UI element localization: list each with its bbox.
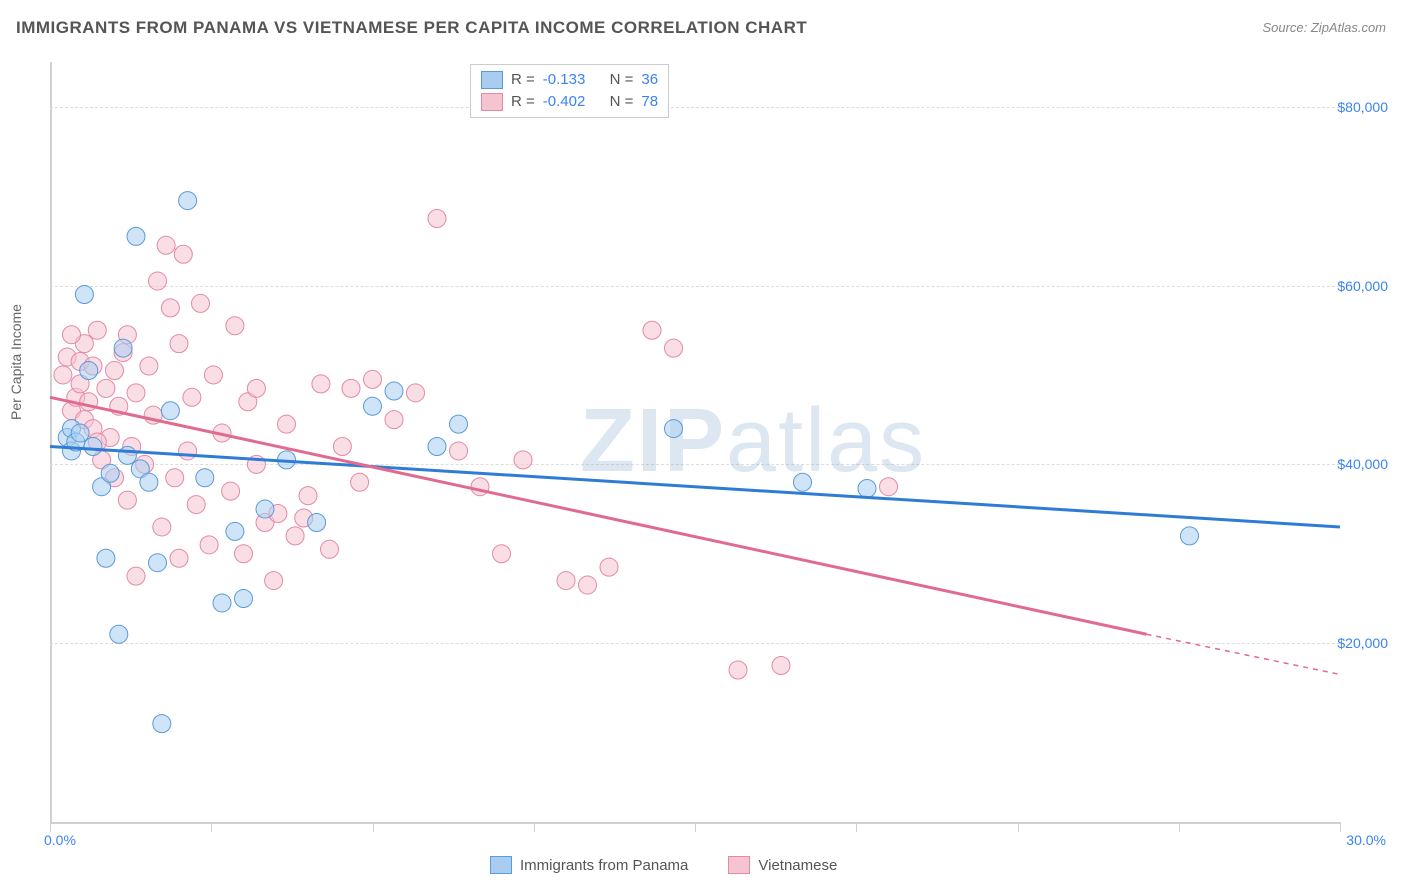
N-value-vietnamese: 78 — [641, 91, 658, 113]
legend-item-panama: Immigrants from Panama — [490, 856, 688, 874]
legend-stats-row-panama: R = -0.133 N = 36 — [481, 69, 658, 91]
swatch-vietnamese-bottom — [728, 856, 750, 874]
legend-stats: R = -0.133 N = 36 R = -0.402 N = 78 — [470, 64, 669, 118]
N-value-panama: 36 — [641, 69, 658, 91]
swatch-panama — [481, 71, 503, 89]
N-label: N = — [610, 69, 634, 91]
R-label: R = — [511, 69, 535, 91]
R-value-panama: -0.133 — [543, 69, 586, 91]
scatter-plot — [50, 62, 1340, 822]
legend-label-panama: Immigrants from Panama — [520, 857, 688, 874]
swatch-panama-bottom — [490, 856, 512, 874]
swatch-vietnamese — [481, 93, 503, 111]
chart-title: IMMIGRANTS FROM PANAMA VS VIETNAMESE PER… — [16, 18, 807, 38]
source-label: Source: ZipAtlas.com — [1262, 20, 1386, 35]
R-value-vietnamese: -0.402 — [543, 91, 586, 113]
N-label: N = — [610, 91, 634, 113]
legend-label-vietnamese: Vietnamese — [758, 857, 837, 874]
legend-item-vietnamese: Vietnamese — [728, 856, 837, 874]
x-tick-label-max: 30.0% — [1346, 832, 1386, 848]
y-axis-label: Per Capita Income — [8, 304, 24, 420]
R-label: R = — [511, 91, 535, 113]
legend-series: Immigrants from Panama Vietnamese — [490, 856, 837, 874]
x-tick-label-min: 0.0% — [44, 832, 76, 848]
legend-stats-row-vietnamese: R = -0.402 N = 78 — [481, 91, 658, 113]
